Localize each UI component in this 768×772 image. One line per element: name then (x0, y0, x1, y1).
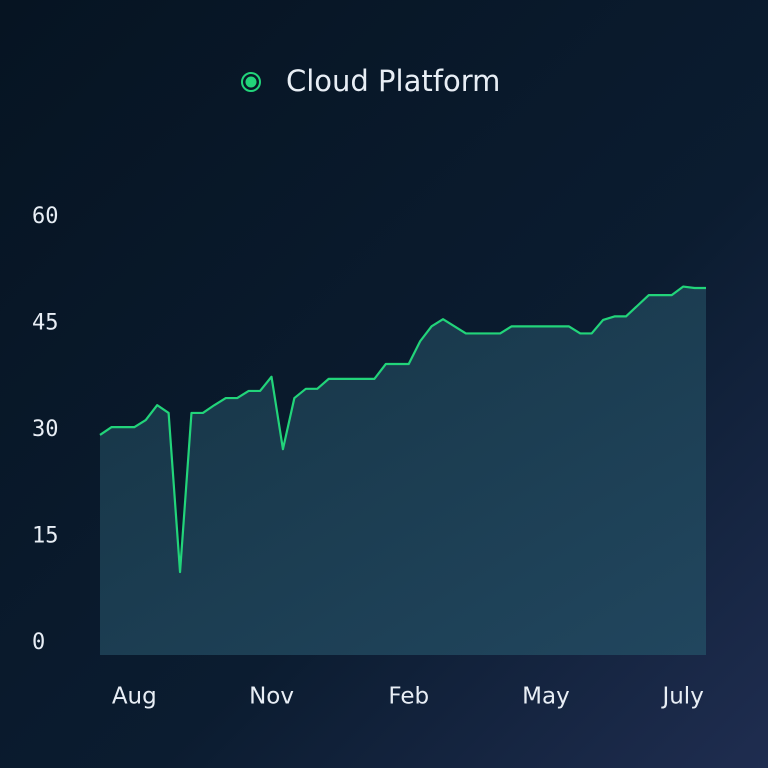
y-tick-label: 15 (32, 524, 59, 549)
legend-label: Cloud Platform (286, 64, 500, 98)
y-tick-label: 0 (32, 630, 45, 655)
y-tick-label: 30 (32, 417, 59, 442)
x-tick-label: Aug (112, 684, 157, 710)
y-tick-label: 60 (32, 204, 59, 229)
legend-marker-ring (241, 72, 261, 92)
legend: Cloud Platform (241, 64, 500, 98)
x-tick-label: Nov (249, 684, 294, 710)
x-tick-label: July (660, 684, 703, 710)
x-tick-label: May (522, 684, 570, 710)
y-tick-label: 45 (32, 311, 59, 336)
x-tick-label: Feb (388, 684, 429, 710)
area-fill (100, 286, 706, 655)
legend-marker (245, 76, 257, 88)
line (99, 285, 706, 574)
